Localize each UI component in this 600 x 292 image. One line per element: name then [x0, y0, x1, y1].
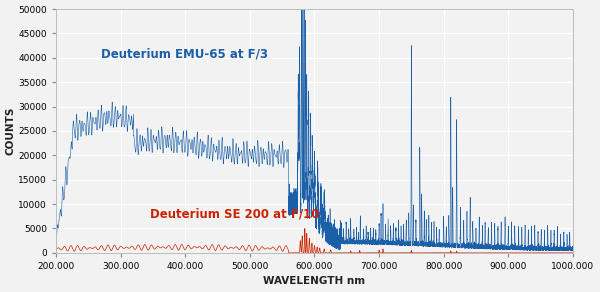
Text: Deuterium EMU-65 at F/3: Deuterium EMU-65 at F/3	[101, 48, 268, 61]
X-axis label: WAVELENGTH nm: WAVELENGTH nm	[263, 277, 365, 286]
Y-axis label: COUNTS: COUNTS	[5, 107, 16, 155]
Text: Deuterium SE 200 at F/10: Deuterium SE 200 at F/10	[150, 208, 319, 221]
